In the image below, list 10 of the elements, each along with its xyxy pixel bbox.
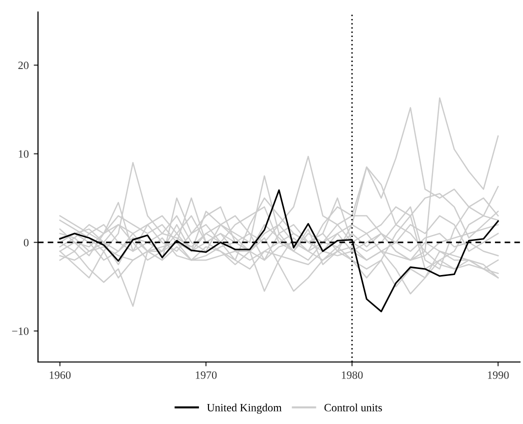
y-tick-label: 10 <box>18 150 29 158</box>
y-tick-label: −10 <box>12 327 29 335</box>
y-tick-label: 20 <box>18 62 29 70</box>
x-tick-label: 1980 <box>342 371 363 379</box>
x-tick-label: 1990 <box>488 371 509 379</box>
legend-label: Control units <box>324 404 382 412</box>
y-tick-label: 0 <box>24 238 29 246</box>
legend-label: United Kingdom <box>207 404 282 414</box>
x-tick-label: 1970 <box>196 371 217 379</box>
x-tick-label: 1960 <box>50 371 71 379</box>
